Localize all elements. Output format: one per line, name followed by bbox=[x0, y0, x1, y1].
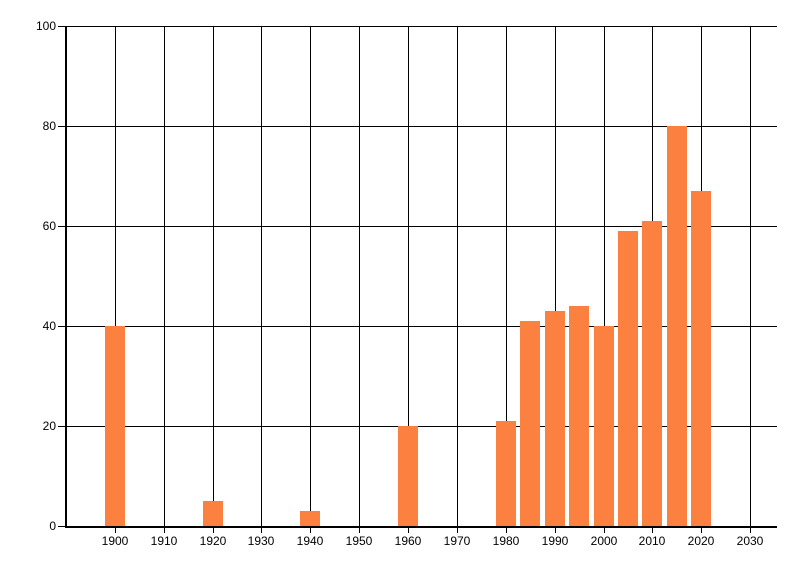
bar-2020 bbox=[691, 191, 711, 526]
x-tick-label-2010: 2010 bbox=[638, 534, 666, 548]
y-tick-label-100: 100 bbox=[35, 19, 56, 33]
x-tick-1970 bbox=[457, 527, 458, 533]
y-gridline-100 bbox=[66, 26, 777, 27]
bar-1960 bbox=[398, 426, 418, 526]
y-gridline-20 bbox=[66, 426, 777, 427]
x-tick-1950 bbox=[359, 527, 360, 533]
x-tick-1980 bbox=[506, 527, 507, 533]
y-gridline-60 bbox=[66, 226, 777, 227]
x-tick-1910 bbox=[164, 527, 165, 533]
bar-1985 bbox=[520, 321, 540, 526]
y-tick-100 bbox=[58, 26, 66, 27]
x-gridline-1950 bbox=[359, 26, 360, 526]
y-gridline-80 bbox=[66, 126, 777, 127]
y-tick-label-40: 40 bbox=[42, 319, 56, 333]
y-tick-40 bbox=[58, 326, 66, 327]
bar-1980 bbox=[496, 421, 516, 526]
x-gridline-2030 bbox=[750, 26, 751, 526]
x-tick-label-2000: 2000 bbox=[590, 534, 618, 548]
x-tick-1990 bbox=[555, 527, 556, 533]
y-tick-label-60: 60 bbox=[42, 219, 56, 233]
x-tick-1900 bbox=[115, 527, 116, 533]
x-tick-label-1940: 1940 bbox=[296, 534, 324, 548]
bar-2000 bbox=[594, 326, 614, 526]
x-tick-label-1910: 1910 bbox=[150, 534, 178, 548]
bar-2010 bbox=[642, 221, 662, 526]
y-tick-label-20: 20 bbox=[42, 419, 56, 433]
y-tick-20 bbox=[58, 426, 66, 427]
y-gridline-40 bbox=[66, 326, 777, 327]
y-tick-label-0: 0 bbox=[49, 519, 56, 533]
x-tick-1940 bbox=[310, 527, 311, 533]
y-tick-label-80: 80 bbox=[42, 119, 56, 133]
x-tick-1920 bbox=[213, 527, 214, 533]
x-tick-label-1950: 1950 bbox=[345, 534, 373, 548]
x-tick-1960 bbox=[408, 527, 409, 533]
x-gridline-1940 bbox=[310, 26, 311, 526]
x-tick-label-2030: 2030 bbox=[736, 534, 764, 548]
y-tick-60 bbox=[58, 226, 66, 227]
bar-1940 bbox=[300, 511, 320, 526]
x-gridline-1900 bbox=[115, 26, 116, 526]
y-tick-80 bbox=[58, 126, 66, 127]
x-tick-label-1970: 1970 bbox=[443, 534, 471, 548]
x-tick-2030 bbox=[750, 527, 751, 533]
bar-2005 bbox=[618, 231, 638, 526]
bar-1995 bbox=[569, 306, 589, 526]
bar-2015 bbox=[667, 126, 687, 526]
x-gridline-1930 bbox=[261, 26, 262, 526]
x-gridline-1980 bbox=[506, 26, 507, 526]
x-tick-label-1930: 1930 bbox=[247, 534, 275, 548]
x-tick-1930 bbox=[261, 527, 262, 533]
x-axis-line bbox=[65, 526, 777, 528]
y-tick-0 bbox=[58, 526, 66, 527]
bar-1920 bbox=[203, 501, 223, 526]
bar-1900 bbox=[105, 326, 125, 526]
x-tick-label-1920: 1920 bbox=[199, 534, 227, 548]
x-gridline-1990 bbox=[555, 26, 556, 526]
x-gridline-1970 bbox=[457, 26, 458, 526]
x-gridline-1960 bbox=[408, 26, 409, 526]
x-tick-label-1990: 1990 bbox=[541, 534, 569, 548]
x-tick-label-2020: 2020 bbox=[687, 534, 715, 548]
x-tick-2010 bbox=[652, 527, 653, 533]
x-gridline-1920 bbox=[213, 26, 214, 526]
x-tick-label-1960: 1960 bbox=[394, 534, 422, 548]
y-axis-line bbox=[65, 26, 67, 528]
x-tick-2020 bbox=[701, 527, 702, 533]
x-gridline-1910 bbox=[164, 26, 165, 526]
bar-1990 bbox=[545, 311, 565, 526]
x-gridline-2000 bbox=[604, 26, 605, 526]
x-tick-label-1900: 1900 bbox=[101, 534, 129, 548]
x-tick-label-1980: 1980 bbox=[492, 534, 520, 548]
x-tick-2000 bbox=[604, 527, 605, 533]
